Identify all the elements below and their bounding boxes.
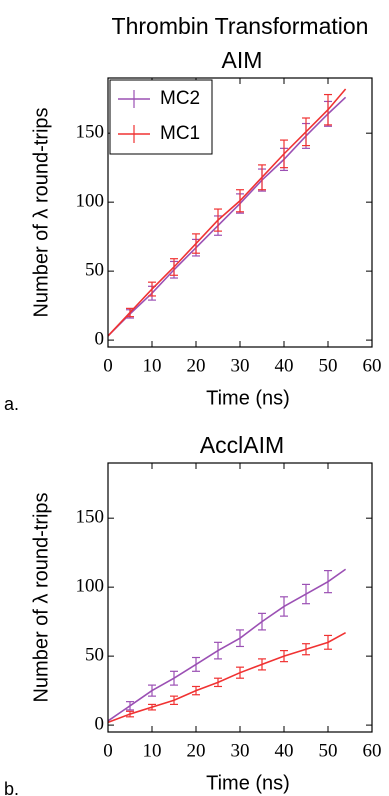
error-bar xyxy=(302,643,310,656)
error-bar xyxy=(280,139,288,169)
x-tick-label: 50 xyxy=(319,355,338,376)
error-bar xyxy=(214,208,222,232)
error-bar xyxy=(324,569,332,594)
y-tick-label: 150 xyxy=(76,122,105,143)
legend-box xyxy=(109,79,213,155)
series-line xyxy=(107,568,347,722)
plot-frame xyxy=(107,462,373,733)
legend-label: MC1 xyxy=(160,123,200,144)
plot-frame xyxy=(107,77,373,348)
chart-title: AcclAIM xyxy=(200,432,284,458)
series-line xyxy=(107,631,346,724)
error-bar xyxy=(214,641,222,660)
x-axis-label: Time (ns) xyxy=(206,387,290,409)
error-bar xyxy=(192,685,200,696)
error-bar xyxy=(324,634,332,650)
error-bar xyxy=(170,670,178,686)
error-bar xyxy=(236,629,244,648)
error-bar xyxy=(148,703,156,711)
error-bar xyxy=(258,612,266,631)
y-tick-label: 100 xyxy=(76,576,105,597)
x-tick-label: 30 xyxy=(231,740,250,761)
x-tick-label: 40 xyxy=(275,355,294,376)
error-bar xyxy=(258,658,266,671)
chart-title: AIM xyxy=(222,47,263,73)
x-tick-label: 40 xyxy=(275,740,294,761)
error-bar xyxy=(170,258,178,276)
error-bar xyxy=(324,93,332,126)
series-line xyxy=(107,88,347,337)
x-tick-label: 0 xyxy=(103,355,113,376)
error-bar xyxy=(192,233,200,254)
panel-label: b. xyxy=(4,779,19,796)
x-tick-label: 10 xyxy=(143,355,162,376)
error-bar xyxy=(236,189,244,213)
error-bar xyxy=(126,710,134,718)
y-tick-label: 0 xyxy=(95,328,105,349)
error-bar xyxy=(258,164,266,191)
series-line xyxy=(107,96,347,337)
error-bar xyxy=(192,656,200,672)
x-tick-label: 50 xyxy=(319,740,338,761)
x-tick-label: 30 xyxy=(231,355,250,376)
y-tick-label: 100 xyxy=(76,191,105,212)
y-tick-label: 50 xyxy=(85,644,104,665)
x-tick-label: 0 xyxy=(103,740,113,761)
x-tick-label: 20 xyxy=(187,740,206,761)
y-tick-label: 150 xyxy=(76,507,105,528)
error-bar xyxy=(280,596,288,617)
x-tick-label: 10 xyxy=(143,740,162,761)
error-bar xyxy=(126,701,134,711)
legend-label: MC2 xyxy=(160,88,200,109)
error-bar xyxy=(214,677,222,688)
suptitle: Thrombin Transformation xyxy=(112,13,369,39)
error-bar xyxy=(302,583,310,605)
x-tick-label: 60 xyxy=(363,740,382,761)
y-axis-label: Number of λ round-trips xyxy=(30,492,52,702)
error-bar xyxy=(170,695,178,706)
y-tick-label: 0 xyxy=(95,713,105,734)
error-bar xyxy=(126,307,134,318)
error-bar xyxy=(302,117,310,147)
error-bar xyxy=(280,650,288,663)
x-tick-label: 60 xyxy=(363,355,382,376)
error-bar xyxy=(148,684,156,697)
error-bar xyxy=(236,666,244,679)
y-tick-label: 50 xyxy=(85,259,104,280)
y-axis-label: Number of λ round-trips xyxy=(30,107,52,317)
x-axis-label: Time (ns) xyxy=(206,772,290,794)
panel-label: a. xyxy=(4,394,19,414)
error-bar xyxy=(148,281,156,297)
x-tick-label: 20 xyxy=(187,355,206,376)
